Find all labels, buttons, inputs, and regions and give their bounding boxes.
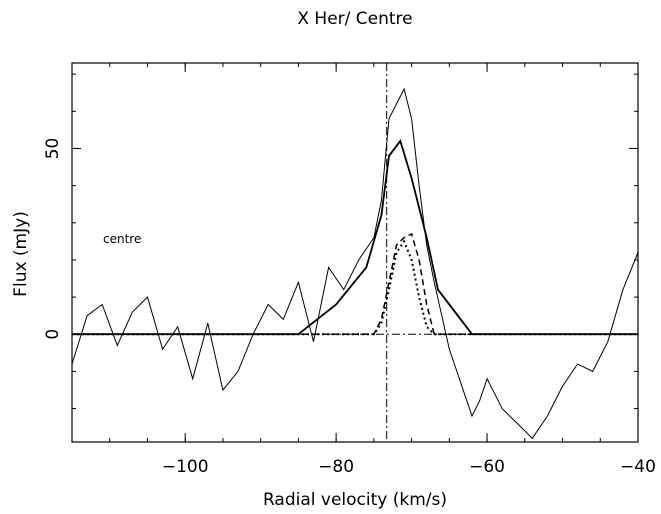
series-line-solid-thick [72, 139, 638, 336]
x-tick-label: −100 [162, 457, 209, 477]
centre-annotation: centre [103, 232, 141, 246]
series-line-dashed [72, 232, 638, 335]
y-axis-label: Flux (mJy) [11, 211, 31, 297]
x-axis-ticks: −100 −80 −60 −40 [109, 63, 656, 477]
chart-title: X Her/ Centre [297, 9, 412, 29]
series-line-noisy-spectrum [71, 87, 639, 440]
x-tick-label: −40 [620, 457, 656, 477]
reference-lines [72, 63, 638, 442]
plot-frame [71, 62, 639, 443]
x-tick-label: −80 [318, 457, 354, 477]
series-line-dotted [72, 239, 638, 336]
x-tick-label: −60 [469, 457, 505, 477]
y-tick-label: 0 [43, 329, 63, 340]
series-layer [71, 87, 639, 440]
y-tick-label: 50 [43, 138, 63, 160]
x-axis-label: Radial velocity (km/s) [263, 490, 447, 510]
y-axis-ticks: 0 50 [43, 73, 638, 410]
